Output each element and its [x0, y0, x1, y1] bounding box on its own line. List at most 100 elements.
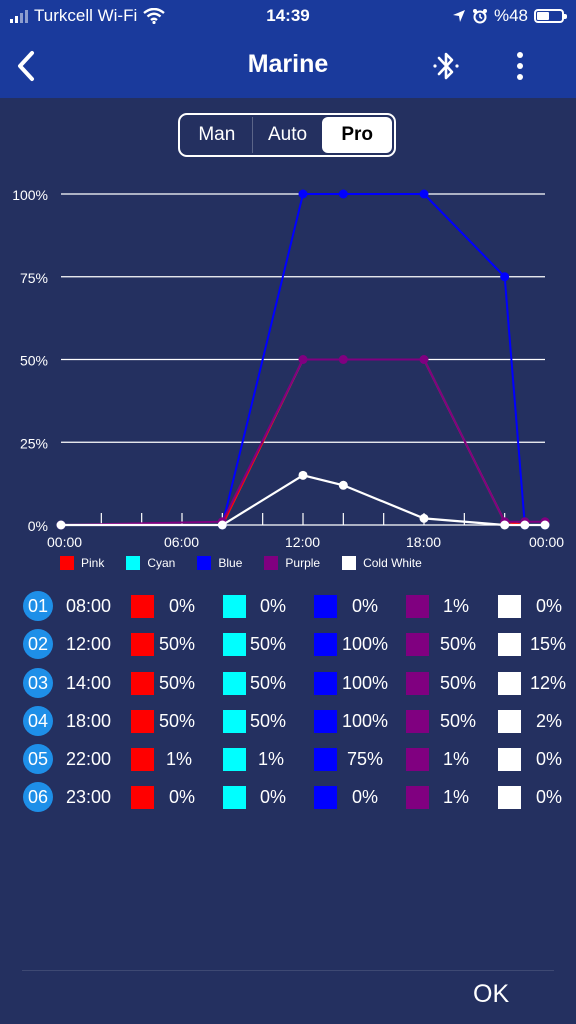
blue-swatch [314, 672, 337, 695]
blue-swatch [314, 633, 337, 656]
schedule-row[interactable]: 06 23:00 0% 0% 0% 1% 0% [0, 779, 576, 817]
data-point-blue [298, 189, 308, 199]
row-time[interactable]: 18:00 [66, 711, 112, 731]
blue-swatch [314, 786, 337, 809]
row-index-badge[interactable]: 02 [23, 629, 53, 659]
row-index-badge[interactable]: 04 [23, 706, 53, 736]
schedule-row[interactable]: 02 12:00 50% 50% 100% 50% 15% [0, 626, 576, 664]
pink-value[interactable]: 50% [158, 711, 195, 731]
schedule-row[interactable]: 03 14:00 50% 50% 100% 50% 12% [0, 665, 576, 703]
purple-swatch [406, 748, 429, 771]
row-index-badge[interactable]: 03 [23, 668, 53, 698]
cyan-swatch [223, 672, 246, 695]
row-index-badge[interactable]: 05 [23, 744, 53, 774]
cold-white-value[interactable]: 0% [535, 787, 562, 807]
bluetooth-icon[interactable] [430, 48, 462, 84]
mode-pro[interactable]: Pro [322, 117, 393, 153]
purple-swatch [406, 672, 429, 695]
data-point-cold-white [217, 520, 227, 530]
purple-value[interactable]: 50% [439, 711, 476, 731]
purple-value[interactable]: 50% [439, 673, 476, 693]
purple-swatch [406, 633, 429, 656]
alarm-icon [472, 9, 487, 24]
page-title: Marine [247, 50, 329, 78]
blue-swatch [314, 595, 337, 618]
pink-value[interactable]: 50% [158, 634, 195, 654]
legend-swatch-purple [264, 556, 279, 570]
blue-value[interactable]: 0% [351, 596, 378, 616]
cold-white-value[interactable]: 12% [529, 673, 566, 693]
pink-swatch [131, 672, 154, 695]
cyan-swatch [223, 595, 246, 618]
row-time[interactable]: 14:00 [66, 673, 112, 693]
status-bar: Turkcell Wi-Fi 14:39 %48 [0, 0, 576, 34]
cold-white-swatch [498, 672, 521, 695]
y-tick-label: 75% [20, 270, 48, 286]
data-point-cold-white [56, 520, 66, 530]
row-time[interactable]: 22:00 [66, 749, 112, 769]
x-tick-label: 12:00 [285, 534, 320, 550]
purple-value[interactable]: 1% [442, 787, 469, 807]
data-point-cold-white [419, 513, 429, 523]
purple-swatch [406, 595, 429, 618]
pink-value[interactable]: 50% [158, 673, 195, 693]
schedule-row[interactable]: 01 08:00 0% 0% 0% 1% 0% [0, 588, 576, 626]
cyan-value[interactable]: 0% [259, 787, 286, 807]
blue-value[interactable]: 100% [341, 673, 388, 693]
legend-swatch-pink [60, 556, 74, 570]
location-arrow-icon [452, 10, 465, 22]
schedule-row[interactable]: 04 18:00 50% 50% 100% 50% 2% [0, 703, 576, 741]
cold-white-value[interactable]: 2% [535, 711, 562, 731]
purple-swatch [406, 710, 429, 733]
blue-swatch [314, 748, 337, 771]
legend-label-pink: Pink [81, 556, 105, 570]
data-point-cold-white [500, 520, 510, 530]
mode-auto[interactable]: Auto [251, 117, 323, 153]
cold-white-value[interactable]: 0% [535, 596, 562, 616]
back-chevron-icon[interactable] [12, 48, 42, 84]
mode-segmented-control: Man Auto Pro [178, 113, 396, 157]
row-time[interactable]: 23:00 [66, 787, 112, 807]
data-point-blue [338, 189, 348, 199]
legend-swatch-cold-white [342, 556, 357, 570]
cyan-swatch [223, 710, 246, 733]
cold-white-value[interactable]: 0% [535, 749, 562, 769]
cold-white-swatch [498, 710, 521, 733]
cold-white-value[interactable]: 15% [529, 634, 566, 654]
schedule-row[interactable]: 05 22:00 1% 1% 75% 1% 0% [0, 741, 576, 779]
blue-swatch [314, 710, 337, 733]
status-left: Turkcell Wi-Fi [10, 6, 165, 26]
cyan-value[interactable]: 50% [249, 673, 286, 693]
blue-value[interactable]: 100% [341, 634, 388, 654]
row-time[interactable]: 12:00 [66, 634, 112, 654]
cyan-value[interactable]: 50% [249, 711, 286, 731]
cyan-value[interactable]: 0% [259, 596, 286, 616]
row-index-badge[interactable]: 06 [23, 782, 53, 812]
pink-value[interactable]: 0% [168, 596, 195, 616]
row-time[interactable]: 08:00 [66, 596, 112, 616]
pink-value[interactable]: 1% [165, 749, 192, 769]
pink-swatch [131, 595, 154, 618]
row-index-badge[interactable]: 01 [23, 591, 53, 621]
more-vertical-icon[interactable] [508, 48, 532, 84]
cyan-value[interactable]: 50% [249, 634, 286, 654]
light-schedule-chart: 0% 25% 50% 75% 100% 00:00 06:00 12:00 18:00 00:00 [0, 180, 576, 575]
blue-value[interactable]: 100% [341, 711, 388, 731]
data-point-purple [338, 355, 348, 364]
data-point-blue [419, 189, 429, 199]
cyan-swatch [223, 633, 246, 656]
legend-label-blue: Blue [218, 556, 243, 570]
cyan-value[interactable]: 1% [257, 749, 284, 769]
footer-divider [22, 970, 554, 971]
legend-label-purple: Purple [285, 556, 321, 570]
pink-value[interactable]: 0% [168, 787, 195, 807]
ok-button[interactable]: OK [473, 980, 510, 1008]
purple-value[interactable]: 1% [442, 749, 469, 769]
mode-man[interactable]: Man [198, 124, 236, 145]
purple-value[interactable]: 1% [442, 596, 469, 616]
purple-value[interactable]: 50% [439, 634, 476, 654]
blue-value[interactable]: 75% [346, 749, 383, 769]
status-time: 14:39 [266, 6, 310, 25]
blue-value[interactable]: 0% [351, 787, 378, 807]
wifi-icon [143, 8, 165, 24]
